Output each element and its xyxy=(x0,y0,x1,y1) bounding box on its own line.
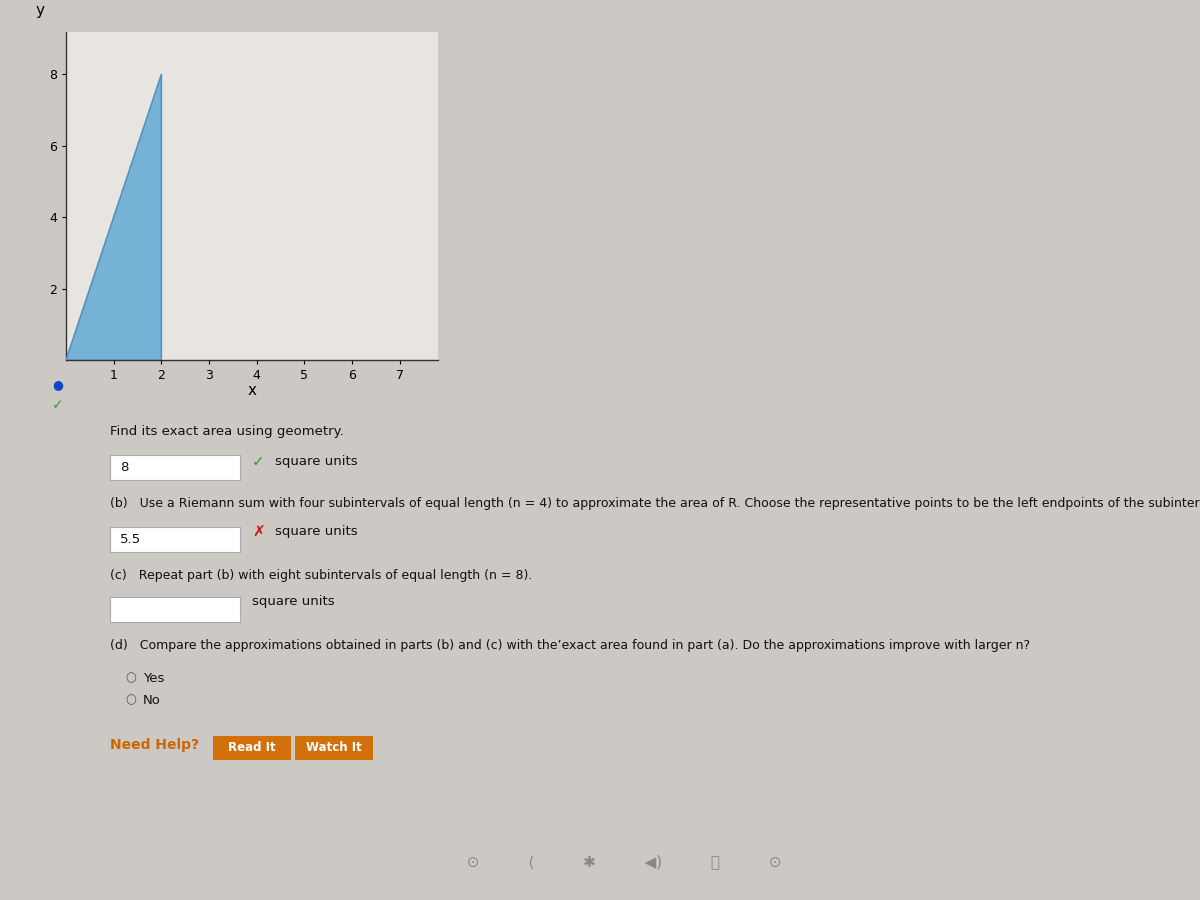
Text: square units: square units xyxy=(275,526,358,538)
Text: Find its exact area using geometry.: Find its exact area using geometry. xyxy=(110,426,343,438)
Text: ✗: ✗ xyxy=(252,525,265,539)
Text: Yes: Yes xyxy=(143,671,164,685)
Text: square units: square units xyxy=(275,455,358,469)
Text: square units: square units xyxy=(252,596,335,608)
Text: 8: 8 xyxy=(120,461,128,474)
Y-axis label: y: y xyxy=(36,4,44,18)
Text: No: No xyxy=(143,694,161,706)
Text: ✓: ✓ xyxy=(252,454,265,470)
Text: ○: ○ xyxy=(125,671,136,685)
Polygon shape xyxy=(66,75,161,360)
Text: Read It: Read It xyxy=(228,742,276,754)
Text: (c)   Repeat part (b) with eight subintervals of equal length (n = 8).: (c) Repeat part (b) with eight subinterv… xyxy=(110,569,533,581)
Text: Watch It: Watch It xyxy=(306,742,362,754)
Text: ●: ● xyxy=(52,379,62,392)
Text: ⊙          ⟨          ✱          ◀)          🔇          ⊙: ⊙ ⟨ ✱ ◀) 🔇 ⊙ xyxy=(419,854,781,869)
Text: (d)   Compare the approximations obtained in parts (b) and (c) with the’exact ar: (d) Compare the approximations obtained … xyxy=(110,638,1030,652)
X-axis label: x: x xyxy=(247,383,257,399)
Text: Need Help?: Need Help? xyxy=(110,738,199,752)
Text: ✓: ✓ xyxy=(52,398,64,412)
Text: ○: ○ xyxy=(125,694,136,706)
Text: (b)   Use a Riemann sum with four subintervals of equal length (n = 4) to approx: (b) Use a Riemann sum with four subinter… xyxy=(110,497,1200,509)
Text: 5.5: 5.5 xyxy=(120,533,142,546)
